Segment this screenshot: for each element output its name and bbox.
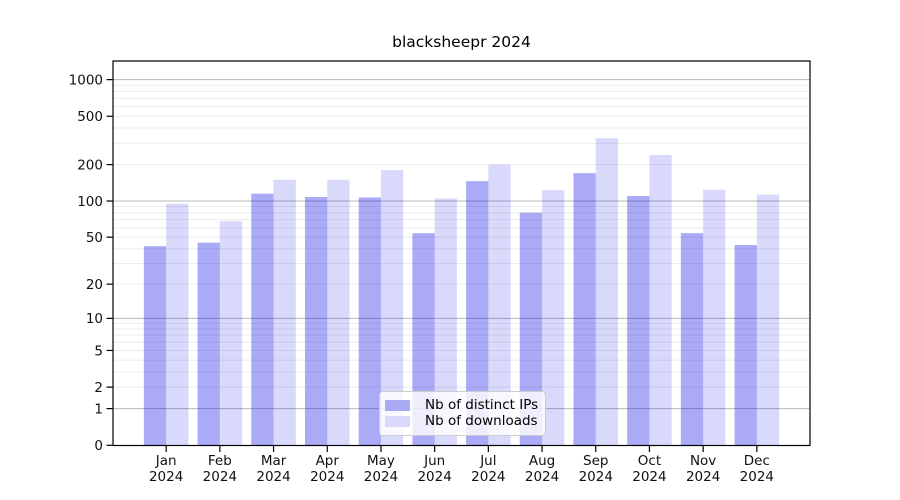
x-tick-label-month: Jun xyxy=(423,453,445,469)
legend-swatch-distinct-ips xyxy=(385,399,410,411)
x-tick-label-year: 2024 xyxy=(149,469,183,485)
x-tick-label-month: Dec xyxy=(744,453,770,469)
bar-distinct-ips-sep xyxy=(573,173,596,446)
x-tick-label-year: 2024 xyxy=(686,469,720,485)
y-tick-label: 10 xyxy=(86,311,103,327)
bar-distinct-ips-may xyxy=(358,197,381,446)
legend: Nb of distinct IPs Nb of downloads xyxy=(379,391,546,436)
legend-label-distinct-ips: Nb of distinct IPs xyxy=(425,396,539,413)
x-tick-label-year: 2024 xyxy=(632,469,666,485)
x-tick-label-month: Jul xyxy=(479,453,496,469)
x-tick-label-month: Aug xyxy=(529,453,555,469)
x-tick-label-month: Feb xyxy=(208,453,232,469)
bar-distinct-ips-oct xyxy=(627,196,650,446)
y-tick-label: 100 xyxy=(77,194,103,210)
x-tick-label-year: 2024 xyxy=(310,469,344,485)
bar-distinct-ips-dec xyxy=(734,245,757,446)
x-tick-label-year: 2024 xyxy=(471,469,505,485)
legend-swatch-downloads xyxy=(385,416,410,428)
bar-distinct-ips-mar xyxy=(251,193,274,446)
y-tick-label: 1000 xyxy=(69,72,103,88)
x-tick-label-year: 2024 xyxy=(740,469,774,485)
bar-distinct-ips-apr xyxy=(304,196,328,446)
legend-item-distinct-ips: Nb of distinct IPs xyxy=(385,396,539,413)
x-tick-label-month: Mar xyxy=(261,453,287,469)
bar-downloads-apr xyxy=(327,179,350,446)
bar-distinct-ips-nov xyxy=(680,233,704,446)
legend-item-downloads: Nb of downloads xyxy=(385,413,538,429)
y-tick-label: 200 xyxy=(77,157,103,173)
x-tick-label-year: 2024 xyxy=(525,469,559,485)
bar-downloads-aug xyxy=(542,190,565,446)
bar-downloads-jul xyxy=(488,164,511,446)
bar-downloads-nov xyxy=(703,189,726,446)
chart-title: blacksheepr 2024 xyxy=(392,33,531,51)
y-tick-label: 0 xyxy=(94,438,103,454)
x-tick-label-year: 2024 xyxy=(203,469,237,485)
y-tick-label: 500 xyxy=(77,109,103,125)
x-tick-label-month: Sep xyxy=(583,453,608,469)
x-tick-label-month: Jan xyxy=(155,453,177,469)
bar-distinct-ips-aug xyxy=(519,212,543,446)
bar-downloads-dec xyxy=(756,194,780,446)
bar-downloads-oct xyxy=(649,154,672,446)
x-tick-label-year: 2024 xyxy=(364,469,398,485)
y-tick-label: 50 xyxy=(86,230,103,246)
x-tick-label-year: 2024 xyxy=(417,469,451,485)
bar-distinct-ips-feb xyxy=(197,242,220,446)
x-tick-label-month: May xyxy=(367,453,395,469)
bar-downloads-feb xyxy=(219,221,243,446)
bar-distinct-ips-jan xyxy=(143,246,167,446)
x-tick-label-month: Apr xyxy=(316,453,340,469)
bar-downloads-jan xyxy=(166,203,189,446)
bar-downloads-jun xyxy=(434,198,457,446)
x-tick-label-month: Nov xyxy=(690,453,716,469)
y-tick-label: 20 xyxy=(86,277,103,293)
y-tick-label: 2 xyxy=(94,380,103,396)
legend-label-downloads: Nb of downloads xyxy=(425,413,538,429)
plot-frame xyxy=(112,60,811,447)
bar-downloads-may xyxy=(380,170,404,446)
x-tick-label-year: 2024 xyxy=(579,469,613,485)
y-tick-label: 1 xyxy=(94,401,103,417)
x-tick-label-year: 2024 xyxy=(256,469,290,485)
bar-downloads-mar xyxy=(273,179,296,446)
y-tick-label: 5 xyxy=(94,343,103,359)
bar-distinct-ips-jul xyxy=(466,181,489,446)
bar-downloads-sep xyxy=(595,138,619,446)
x-tick-label-month: Oct xyxy=(638,453,661,469)
